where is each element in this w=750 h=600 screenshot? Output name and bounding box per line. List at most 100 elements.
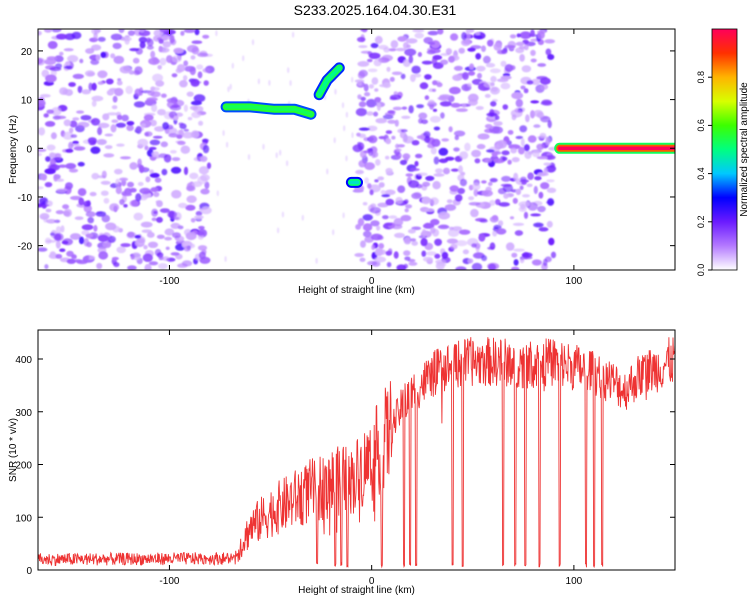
noise-blob [69, 120, 78, 128]
colorbar-tick-label: 0.8 [696, 71, 706, 84]
noise-blob [435, 168, 443, 174]
noise-blob [70, 134, 78, 138]
noise-blob [388, 48, 397, 52]
noise-blob [65, 163, 77, 170]
noise-blob [196, 64, 204, 70]
noise-blob [169, 104, 182, 111]
noise-blob [387, 119, 397, 124]
noise-blob [475, 106, 484, 110]
noise-blob [422, 223, 435, 229]
noise-blob [38, 152, 42, 157]
noise-blob [178, 202, 188, 209]
noise-blob [533, 109, 544, 117]
noise-blob [151, 208, 159, 217]
noise-blob [494, 144, 500, 150]
noise-blob [93, 225, 98, 232]
noise-blob [475, 53, 482, 60]
noise-blob [510, 109, 523, 118]
noise-blob [366, 111, 374, 116]
noise-blob [355, 169, 364, 175]
noise-blob [198, 120, 204, 126]
noise-blob [539, 77, 551, 85]
noise-blob [485, 62, 496, 68]
noise-blob [195, 211, 203, 216]
noise-blob [425, 251, 437, 256]
noise-blob [450, 102, 461, 108]
noise-blob [384, 222, 393, 226]
snr-y-tick-label: 400 [15, 355, 32, 366]
noise-blob [159, 208, 170, 214]
noise-blob [139, 29, 145, 33]
noise-blob [397, 185, 406, 193]
noise-blob [171, 73, 178, 78]
noise-blob [490, 101, 497, 107]
noise-blob [127, 181, 134, 188]
noise-blob [193, 94, 206, 103]
colorbar-tick-label: 0.0 [696, 264, 706, 277]
noise-blob [215, 30, 218, 37]
noise-blob [505, 242, 515, 251]
noise-blob [158, 263, 168, 270]
noise-blob [97, 122, 110, 129]
noise-blob [470, 208, 479, 218]
noise-blob [369, 189, 374, 196]
signal-track-core [317, 66, 342, 97]
noise-blob [189, 172, 199, 180]
noise-blob [385, 198, 395, 206]
noise-blob [386, 262, 392, 268]
noise-blob [364, 177, 369, 184]
noise-blob [50, 132, 57, 140]
noise-blob [404, 199, 409, 204]
noise-blob [185, 231, 197, 241]
noise-blob [523, 211, 529, 219]
noise-blob [503, 193, 509, 199]
noise-blob [63, 119, 71, 127]
noise-blob [45, 239, 57, 243]
noise-blob [438, 147, 449, 156]
noise-blob [367, 58, 373, 63]
noise-blob [511, 92, 524, 100]
noise-blob [512, 197, 518, 204]
noise-blob [433, 173, 445, 177]
noise-blob [371, 244, 376, 251]
noise-blob [410, 168, 420, 172]
noise-blob [374, 35, 383, 44]
noise-blob [61, 240, 69, 245]
noise-blob [170, 252, 180, 256]
noise-blob [518, 201, 531, 208]
noise-blob [80, 115, 92, 121]
noise-blob [411, 140, 420, 146]
noise-blob [423, 135, 431, 143]
noise-blob [150, 86, 156, 91]
noise-blob [46, 219, 57, 224]
noise-blob [427, 30, 439, 36]
noise-blob [281, 211, 285, 218]
heatmap-x-axis-label: Height of straight line (km) [298, 285, 415, 296]
noise-blob [526, 183, 533, 188]
noise-blob [519, 257, 525, 264]
noise-blob [62, 131, 74, 140]
noise-blob [406, 44, 411, 49]
noise-blob [545, 48, 552, 56]
noise-blob [129, 200, 139, 207]
noise-blob [287, 67, 290, 74]
noise-blob [177, 140, 186, 146]
noise-blob [65, 148, 74, 153]
noise-blob [513, 172, 519, 181]
noise-blob [355, 108, 367, 117]
noise-blob [493, 121, 503, 126]
noise-blob [81, 89, 91, 95]
noise-blob [515, 188, 522, 195]
noise-blob [151, 103, 158, 113]
snr-plot-area [38, 337, 675, 569]
noise-blob [390, 40, 399, 49]
heatmap-plot-area [38, 29, 675, 270]
noise-blob [73, 146, 86, 151]
noise-blob [97, 81, 104, 85]
noise-blob [408, 180, 420, 188]
noise-blob [78, 236, 85, 245]
noise-blob [137, 181, 144, 187]
snr-x-tick-label: 0 [369, 576, 375, 587]
noise-blob [546, 220, 553, 228]
noise-blob [373, 58, 382, 67]
